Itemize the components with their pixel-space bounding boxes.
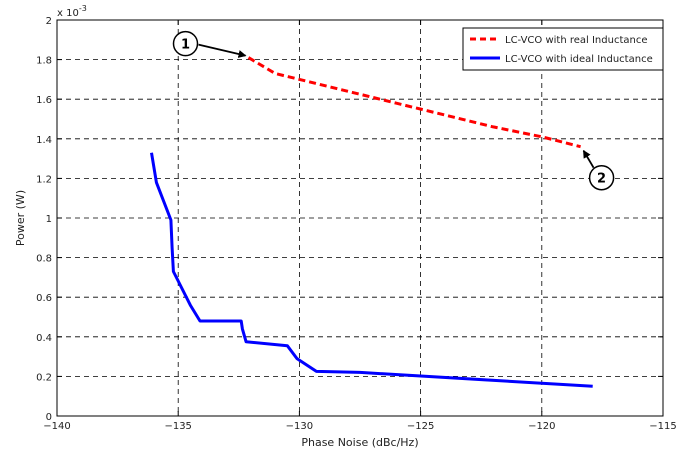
- y-tick-label: 0.6: [36, 293, 52, 304]
- y-multiplier: x 10-3: [57, 4, 87, 19]
- x-tick-label: −130: [286, 421, 313, 432]
- annotation-label-2: 2: [597, 172, 606, 187]
- x-tick-label: −140: [43, 421, 70, 432]
- x-tick-label: −115: [649, 421, 676, 432]
- y-tick-label: 0.2: [36, 372, 52, 383]
- y-tick-label: 1.8: [36, 56, 52, 67]
- y-tick-label: 1.2: [36, 174, 52, 185]
- x-axis-label: Phase Noise (dBc/Hz): [301, 436, 418, 449]
- annotation-circle-1: [172, 30, 199, 57]
- annotation-arrow-1: [198, 43, 247, 58]
- y-tick-label: 1.4: [36, 135, 52, 146]
- y-tick-label: 0: [46, 412, 52, 423]
- x-tick-labels: −140 −135 −130 −125 −120 −115: [43, 421, 676, 432]
- annotation-arrow-2: [582, 149, 595, 169]
- x-tick-label: −135: [164, 421, 191, 432]
- legend-box: [462, 27, 664, 71]
- y-tick-label: 0.8: [36, 254, 52, 265]
- x-tick-label: −125: [407, 421, 434, 432]
- y-multiplier-exponent: -3: [79, 4, 87, 13]
- y-tick-label: 1.6: [36, 95, 52, 106]
- annotation-label-1: 1: [181, 38, 190, 53]
- y-multiplier-base: x 10: [57, 8, 79, 19]
- annotation-circle-2: [588, 164, 615, 191]
- annotations: 12: [172, 30, 615, 191]
- series-line-1: [247, 56, 581, 149]
- grid-lines: [57, 20, 663, 416]
- y-tick-labels: 0 0.2 0.4 0.6 0.8 1 1.2 1.4 1.6 1.8 2: [36, 16, 52, 423]
- x-tick-label: −120: [528, 421, 555, 432]
- y-axis-label: Power (W): [14, 190, 27, 246]
- legend: LC-VCO with real Inductance LC-VCO with …: [462, 27, 664, 71]
- series-layer: [150, 56, 593, 388]
- series-line-2: [150, 152, 593, 388]
- y-tick-label: 0.4: [36, 333, 52, 344]
- y-tick-label: 1: [46, 214, 52, 225]
- legend-label-real: LC-VCO with real Inductance: [505, 35, 647, 46]
- y-tick-label: 2: [46, 16, 52, 27]
- legend-label-ideal: LC-VCO with ideal Inductance: [505, 54, 653, 65]
